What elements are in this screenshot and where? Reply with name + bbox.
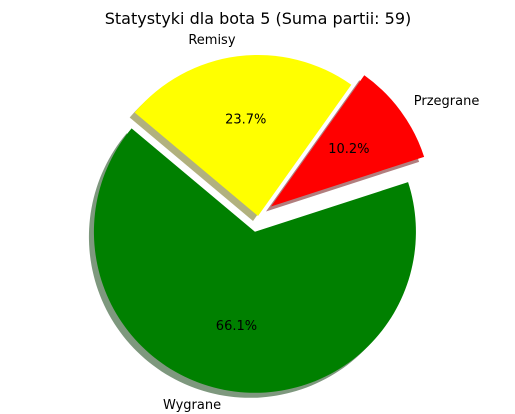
- pie-slices: [93, 55, 425, 393]
- slice-percent-remisy: 23.7%: [225, 113, 266, 128]
- slice-remisy: [134, 55, 352, 217]
- chart-title: Statystyki dla bota 5 (Suma partii: 59): [105, 9, 412, 28]
- pie-labels: Wygrane 66.1% Przegrane 10.2% Remisy 23.7%: [163, 33, 479, 413]
- slice-label-wygrane: Wygrane: [163, 398, 221, 413]
- slice-przegrane: [270, 75, 425, 207]
- slice-percent-przegrane: 10.2%: [328, 142, 369, 157]
- slice-label-remisy: Remisy: [188, 33, 235, 48]
- slice-percent-wygrane: 66.1%: [216, 319, 257, 334]
- slice-label-przegrane: Przegrane: [414, 94, 480, 109]
- slice-wygrane: [93, 128, 416, 393]
